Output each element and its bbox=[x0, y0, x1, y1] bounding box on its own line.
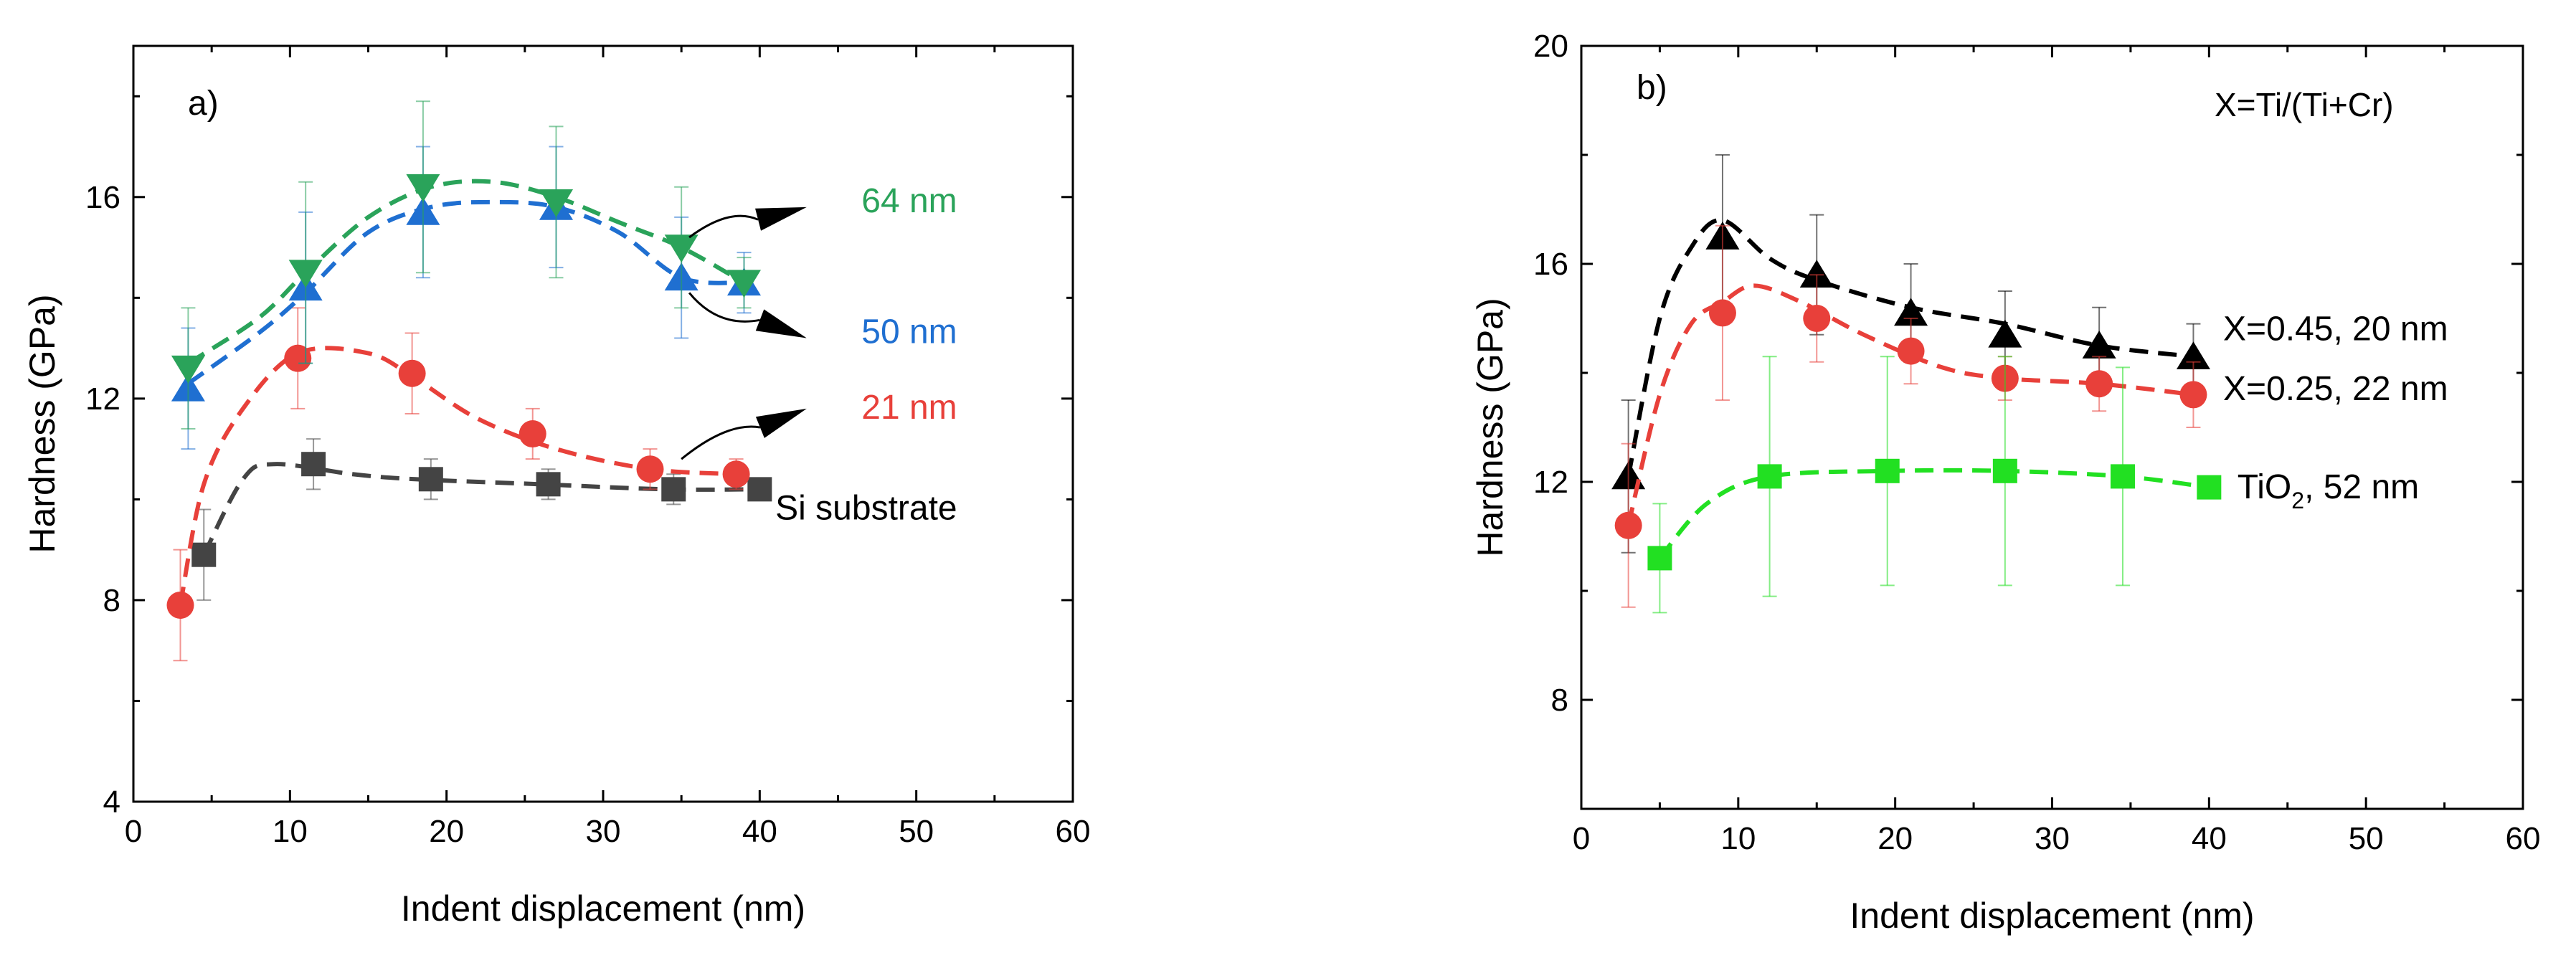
trend-line bbox=[1626, 283, 2194, 526]
x-tick-label: 60 bbox=[2506, 821, 2541, 856]
data-point bbox=[661, 477, 686, 502]
annotation-label-tail: , 52 nm bbox=[2304, 468, 2419, 506]
x-tick-label: 50 bbox=[899, 814, 934, 849]
y-tick-label: 16 bbox=[1533, 247, 1568, 282]
data-point bbox=[406, 174, 440, 202]
panel-label: a) bbox=[188, 85, 219, 123]
x-tick-label: 0 bbox=[1573, 821, 1590, 856]
data-point bbox=[2110, 464, 2135, 489]
data-point bbox=[536, 472, 561, 497]
annotation-label: TiO2, 52 nm bbox=[2238, 468, 2419, 513]
data-point bbox=[2179, 381, 2207, 409]
data-point bbox=[284, 344, 312, 372]
panel-label: b) bbox=[1637, 69, 1667, 107]
x-tick-label: 60 bbox=[1056, 814, 1091, 849]
annotation-arrow-shaft bbox=[688, 214, 759, 239]
series-21-nm bbox=[166, 307, 750, 662]
data-point bbox=[288, 260, 323, 288]
x-axis-title: Indent displacement (nm) bbox=[401, 888, 805, 929]
data-point bbox=[1803, 305, 1831, 332]
data-point bbox=[301, 452, 326, 477]
data-point bbox=[539, 189, 574, 217]
trend-line bbox=[1626, 218, 2194, 477]
series-64-nm bbox=[171, 100, 762, 430]
annotation-arrow-head bbox=[755, 408, 807, 438]
annotation-arrow-head bbox=[755, 207, 807, 231]
data-point bbox=[747, 477, 772, 502]
data-point bbox=[664, 234, 699, 263]
x-tick-label: 50 bbox=[2349, 821, 2384, 856]
x-tick-label: 10 bbox=[1720, 821, 1756, 856]
y-tick-label: 8 bbox=[103, 583, 120, 618]
chart-panel-a: 0 10 20 30 40 50 60 4 8 12 16 Indent displacement (… bbox=[22, 44, 1091, 929]
data-point bbox=[1757, 464, 1782, 489]
legend-title: X=Ti/(Ti+Cr) bbox=[2215, 86, 2394, 123]
trend-line bbox=[178, 346, 737, 606]
annotation-arrow-shaft bbox=[681, 425, 761, 460]
data-point bbox=[1875, 458, 1900, 483]
x-axis-title: Indent displacement (nm) bbox=[1850, 896, 2254, 936]
data-point bbox=[2085, 370, 2113, 398]
y-axis-title: Hardness (GPa) bbox=[1470, 298, 1510, 556]
annotation-label: X=0.25, 22 nm bbox=[2223, 370, 2448, 408]
x-tick-label: 40 bbox=[2192, 821, 2227, 856]
data-point bbox=[1894, 298, 1928, 326]
series-tio2-52-nm bbox=[1647, 356, 2222, 614]
annotation-label: 64 nm bbox=[861, 182, 957, 220]
data-point bbox=[726, 270, 762, 298]
annotation-label: 50 nm bbox=[861, 313, 957, 351]
data-point bbox=[418, 467, 443, 492]
x-tick-label: 20 bbox=[429, 814, 464, 849]
data-point bbox=[171, 355, 205, 384]
y-tick-label: 20 bbox=[1533, 29, 1568, 64]
data-point bbox=[398, 359, 426, 387]
data-point bbox=[2176, 341, 2210, 370]
chart-panel-b: 0 10 20 30 40 50 60 8 12 16 20 Indent displacement … bbox=[1470, 29, 2540, 936]
y-tick-label: 8 bbox=[1551, 683, 1568, 718]
x-tick-label: 30 bbox=[586, 814, 621, 849]
annotation-label: X=0.45, 20 nm bbox=[2223, 310, 2448, 348]
data-point bbox=[1799, 260, 1834, 288]
data-point bbox=[1992, 458, 2017, 483]
annotation-arrow-head bbox=[755, 309, 807, 338]
data-point bbox=[166, 591, 194, 619]
y-tick-label: 12 bbox=[85, 381, 120, 417]
trend-line bbox=[202, 462, 760, 556]
annotation-label: 21 nm bbox=[861, 389, 957, 427]
data-point bbox=[1897, 337, 1925, 365]
x-tick-label: 30 bbox=[2035, 821, 2070, 856]
y-tick-label: 12 bbox=[1533, 465, 1568, 500]
x-tick-label: 0 bbox=[125, 814, 142, 849]
data-point bbox=[1614, 511, 1642, 539]
y-tick-label: 4 bbox=[103, 784, 120, 820]
x-tick-label: 40 bbox=[742, 814, 777, 849]
y-axis-title: Hardness (GPa) bbox=[22, 294, 62, 553]
annotation-arrow-shaft bbox=[688, 292, 760, 323]
annotation-label-subscript: 2 bbox=[2291, 488, 2304, 513]
x-tick-label: 20 bbox=[1877, 821, 1913, 856]
data-point bbox=[518, 420, 546, 448]
data-point bbox=[1708, 299, 1736, 327]
data-point bbox=[191, 542, 217, 567]
data-point bbox=[1647, 546, 1672, 571]
x-tick-label: 10 bbox=[273, 814, 308, 849]
data-point bbox=[2197, 475, 2222, 500]
data-point bbox=[636, 455, 664, 483]
trend-line bbox=[186, 199, 744, 386]
data-point bbox=[2082, 331, 2116, 359]
trend-line bbox=[186, 179, 745, 366]
y-tick-label: 16 bbox=[85, 180, 120, 215]
series-si-substrate bbox=[191, 438, 772, 601]
annotation-label: Si substrate bbox=[775, 490, 957, 528]
annotation-label-main: TiO bbox=[2238, 468, 2292, 506]
data-point bbox=[722, 460, 750, 488]
data-point bbox=[1988, 319, 2022, 348]
